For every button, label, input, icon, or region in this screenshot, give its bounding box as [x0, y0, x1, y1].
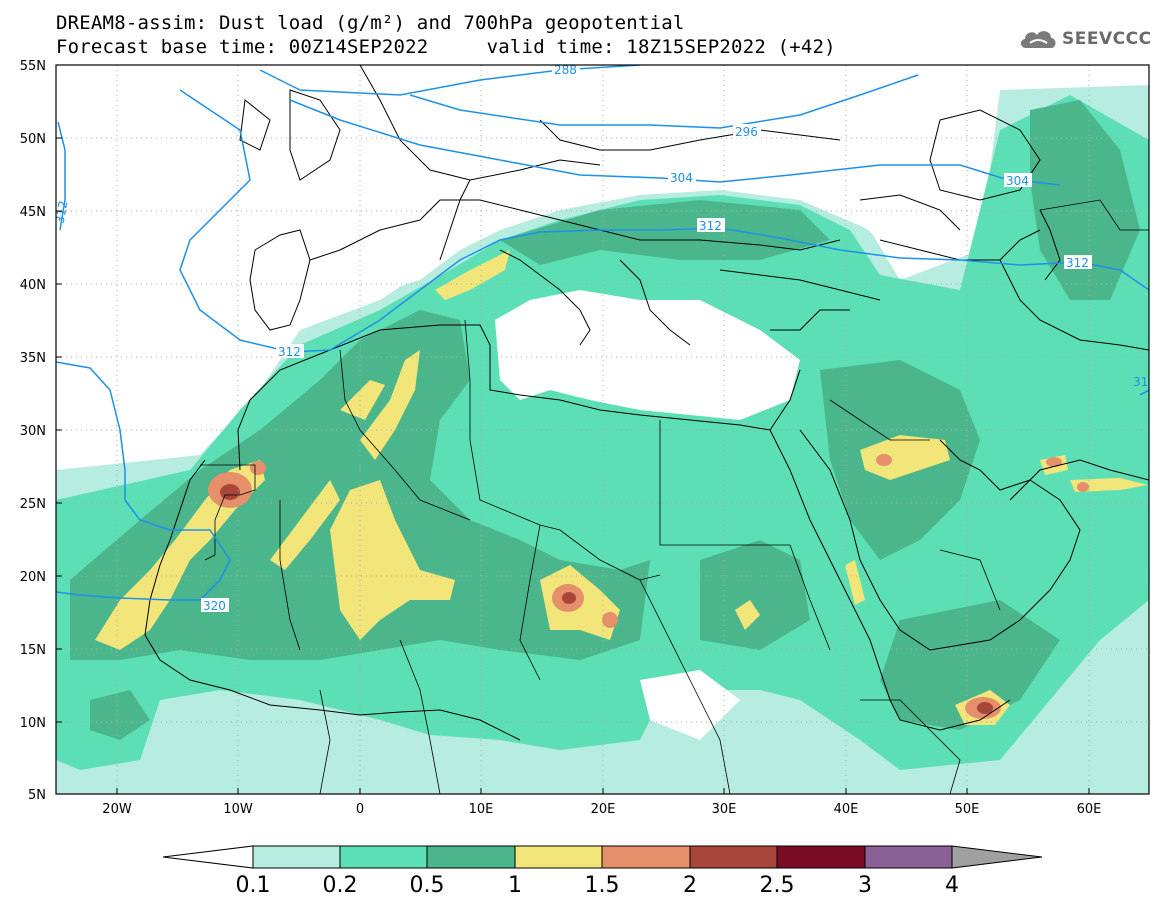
lat-label: 30N — [20, 424, 46, 439]
lat-label: 5N — [28, 788, 46, 803]
colorbar-bin — [514, 845, 603, 869]
colorbar-label: 4 — [945, 873, 959, 898]
contour-label: 296 — [735, 125, 758, 139]
colorbar-bin — [776, 845, 866, 869]
dust-shade-1 — [95, 250, 1148, 725]
contour-label: 312 — [699, 219, 722, 233]
lat-label: 55N — [20, 59, 46, 74]
clear-mediterranean — [56, 65, 1149, 740]
map-title: DREAM8-assim: Dust load (g/m²) and 700hP… — [56, 12, 685, 34]
contour-label: 304 — [670, 171, 693, 185]
colorbar-label: 1.5 — [585, 873, 620, 898]
contour-label: 31 — [1133, 375, 1148, 389]
lon-label: 60E — [1077, 802, 1102, 817]
colorbar-bin — [689, 845, 778, 869]
lon-label: 0 — [356, 802, 364, 817]
lon-label: 10E — [469, 802, 494, 817]
contour-label: 288 — [554, 63, 577, 77]
lat-label: 50N — [20, 132, 46, 147]
logo-text: SEEVCCC — [1062, 29, 1152, 49]
borders — [200, 199, 1149, 794]
lon-label: 20E — [591, 802, 616, 817]
lat-label: 10N — [20, 716, 46, 731]
colorbar: 0.1 0.2 0.5 1 1.5 2 2.5 3 4 — [162, 845, 1043, 898]
latitude-labels: 55N 50N 45N 40N 35N 30N 25N 20N 15N 10N … — [20, 59, 46, 803]
colorbar-bin — [339, 845, 428, 869]
axis-ticks — [56, 64, 1090, 795]
map-area: 288 296 304 304 312 312 312 312 320 31 — [53, 63, 1149, 794]
seevccc-logo: SEEVCCC — [1018, 26, 1152, 52]
lon-label: 40E — [834, 802, 859, 817]
longitude-labels: 20W 10W 0 10E 20E 30E 40E 50E 60E — [102, 802, 1101, 817]
colorbar-bin — [864, 845, 953, 869]
colorbar-label: 2.5 — [760, 873, 795, 898]
contour-label: 320 — [203, 599, 226, 613]
lat-label: 25N — [20, 497, 46, 512]
colorbar-label: 1 — [508, 873, 522, 898]
colorbar-bin — [601, 845, 691, 869]
colorbar-label: 3 — [858, 873, 872, 898]
lat-label: 15N — [20, 643, 46, 658]
colorbar-bin — [426, 845, 516, 869]
forecast-time-subtitle: Forecast base time: 00Z14SEP2022 valid t… — [56, 36, 836, 58]
cloud-icon — [1020, 31, 1056, 48]
coastlines — [144, 65, 1149, 741]
colorbar-bin — [252, 845, 341, 869]
lon-label: 10W — [223, 802, 253, 817]
lat-label: 35N — [20, 351, 46, 366]
lat-label: 40N — [20, 278, 46, 293]
contour-label: 304 — [1006, 174, 1029, 188]
colorbar-label: 0.1 — [236, 873, 271, 898]
graticule — [56, 65, 1149, 794]
contour-labels: 288 296 304 304 312 312 312 312 320 31 — [53, 63, 1148, 613]
colorbar-label: 0.2 — [323, 873, 358, 898]
contour-label: 312 — [53, 200, 71, 225]
lon-label: 50E — [955, 802, 980, 817]
lon-label: 20W — [102, 802, 132, 817]
colorbar-over-arrow — [951, 845, 1043, 869]
lat-label: 45N — [20, 205, 46, 220]
lat-label: 20N — [20, 570, 46, 585]
contour-label: 312 — [1066, 256, 1089, 270]
lon-label: 30E — [712, 802, 737, 817]
colorbar-under-arrow — [162, 845, 254, 869]
colorbar-label: 2 — [683, 873, 697, 898]
contour-label: 312 — [278, 345, 301, 359]
colorbar-label: 0.5 — [410, 873, 445, 898]
